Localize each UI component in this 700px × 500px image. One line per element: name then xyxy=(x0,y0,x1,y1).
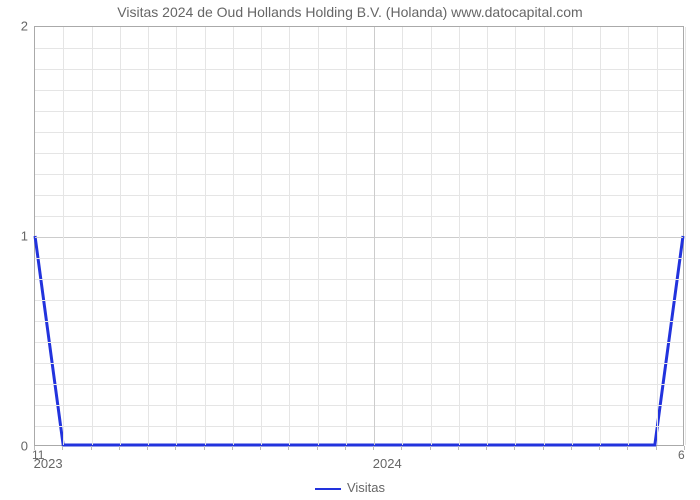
plot-area xyxy=(34,26,684,446)
corner-label-left: 11 xyxy=(32,448,44,462)
x-tick-minor xyxy=(175,446,176,450)
chart-container: Visitas 2024 de Oud Hollands Holding B.V… xyxy=(0,0,700,500)
gridline-h-minor xyxy=(35,279,683,280)
gridline-v-minor xyxy=(402,27,403,445)
x-tick-minor xyxy=(373,446,374,450)
x-tick-minor xyxy=(288,446,289,450)
gridline-v-minor xyxy=(657,27,658,445)
x-tick-label: 2024 xyxy=(373,456,402,471)
gridline-v-minor xyxy=(515,27,516,445)
corner-label-right: 6 xyxy=(678,448,685,462)
gridline-h-minor xyxy=(35,405,683,406)
gridline-h-minor xyxy=(35,321,683,322)
gridline-v-minor xyxy=(685,27,686,445)
gridline-h-minor xyxy=(35,384,683,385)
y-tick-label: 1 xyxy=(21,229,28,244)
x-tick-minor xyxy=(232,446,233,450)
gridline-v-minor xyxy=(176,27,177,445)
x-tick-minor xyxy=(543,446,544,450)
gridline-v-minor xyxy=(346,27,347,445)
gridline-v-minor xyxy=(63,27,64,445)
gridline-h-minor xyxy=(35,90,683,91)
gridline-v-minor xyxy=(120,27,121,445)
gridline-h-minor xyxy=(35,69,683,70)
x-tick-minor xyxy=(627,446,628,450)
gridline-v-minor xyxy=(233,27,234,445)
legend: Visitas xyxy=(0,480,700,495)
x-tick-minor xyxy=(119,446,120,450)
gridline-v-minor xyxy=(431,27,432,445)
x-tick-minor xyxy=(458,446,459,450)
gridline-h-minor xyxy=(35,153,683,154)
legend-swatch xyxy=(315,488,341,490)
x-tick-minor xyxy=(317,446,318,450)
x-tick-minor xyxy=(345,446,346,450)
chart-title: Visitas 2024 de Oud Hollands Holding B.V… xyxy=(0,4,700,20)
gridline-h-minor xyxy=(35,111,683,112)
x-tick-minor xyxy=(486,446,487,450)
gridline-v-minor xyxy=(459,27,460,445)
gridline-v-minor xyxy=(261,27,262,445)
gridline-h-minor xyxy=(35,174,683,175)
x-tick-minor xyxy=(260,446,261,450)
gridline-v-minor xyxy=(600,27,601,445)
x-tick-minor xyxy=(656,446,657,450)
gridline-h-minor xyxy=(35,258,683,259)
gridline-v-minor xyxy=(205,27,206,445)
gridline-h-minor xyxy=(35,195,683,196)
gridline-h-major xyxy=(35,237,683,238)
x-tick-minor xyxy=(514,446,515,450)
y-tick-label: 2 xyxy=(21,19,28,34)
gridline-v-major xyxy=(374,27,375,445)
gridline-h-minor xyxy=(35,426,683,427)
x-tick-minor xyxy=(204,446,205,450)
gridline-h-minor xyxy=(35,216,683,217)
gridline-v-minor xyxy=(318,27,319,445)
x-tick-minor xyxy=(91,446,92,450)
x-tick-minor xyxy=(430,446,431,450)
x-tick-minor xyxy=(401,446,402,450)
gridline-h-minor xyxy=(35,132,683,133)
gridline-v-minor xyxy=(628,27,629,445)
gridline-v-minor xyxy=(572,27,573,445)
gridline-v-minor xyxy=(92,27,93,445)
gridline-h-minor xyxy=(35,300,683,301)
x-tick-minor xyxy=(147,446,148,450)
legend-label: Visitas xyxy=(347,480,385,495)
x-tick-minor xyxy=(599,446,600,450)
gridline-v-minor xyxy=(544,27,545,445)
gridline-v-minor xyxy=(289,27,290,445)
gridline-v-minor xyxy=(487,27,488,445)
series-line xyxy=(35,236,683,445)
x-tick-minor xyxy=(62,446,63,450)
x-tick-minor xyxy=(571,446,572,450)
gridline-h-minor xyxy=(35,48,683,49)
y-tick-label: 0 xyxy=(21,439,28,454)
gridline-h-minor xyxy=(35,363,683,364)
gridline-h-minor xyxy=(35,342,683,343)
gridline-v-minor xyxy=(148,27,149,445)
